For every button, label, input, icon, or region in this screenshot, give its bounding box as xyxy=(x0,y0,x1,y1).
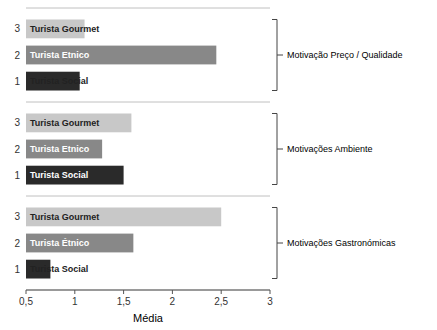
bar xyxy=(26,166,124,185)
bar xyxy=(26,207,221,226)
group-brace xyxy=(272,207,283,278)
x-tick xyxy=(26,290,27,294)
group-brace xyxy=(272,19,283,90)
chart: Turista Gourmet Turista Etnico Turista Soc… xyxy=(0,0,437,330)
x-tick xyxy=(270,290,271,294)
y-tick-label: 3 xyxy=(14,23,20,34)
x-axis-line xyxy=(26,290,270,291)
group-separator xyxy=(26,290,270,291)
x-tick-label: 1 xyxy=(72,296,78,307)
group-label: Motivações Gastronómicas xyxy=(287,238,396,248)
x-tick xyxy=(221,290,222,294)
group-separator xyxy=(26,102,270,103)
bar-label: Turista Social xyxy=(30,264,88,274)
group-label: Motivações Ambiente xyxy=(287,144,373,154)
bar-label: Turista Social xyxy=(30,170,88,180)
group-brace xyxy=(272,113,283,184)
x-tick-label: 2,5 xyxy=(214,296,228,307)
bar-label: Turista Etnico xyxy=(30,50,90,60)
x-tick xyxy=(74,290,75,294)
bar-label: Turista Gourmet xyxy=(30,118,99,128)
x-tick xyxy=(172,290,173,294)
bar xyxy=(26,113,131,132)
bar xyxy=(26,234,133,253)
y-tick-label: 2 xyxy=(14,50,20,61)
bar-label: Turista Social xyxy=(30,76,88,86)
y-tick-label: 1 xyxy=(14,170,20,181)
x-tick-label: 1,5 xyxy=(117,296,131,307)
y-tick-label: 2 xyxy=(14,238,20,249)
x-tick xyxy=(123,290,124,294)
group-separator xyxy=(26,8,270,9)
bar xyxy=(26,46,216,65)
y-tick-label: 1 xyxy=(14,76,20,87)
bar-label: Turista Gourmet xyxy=(30,212,99,222)
x-tick-label: 0,5 xyxy=(19,296,33,307)
x-axis-label: Média xyxy=(133,312,164,324)
y-tick-label: 2 xyxy=(14,144,20,155)
bar-label: Turista Gourmet xyxy=(30,24,99,34)
y-tick-label: 3 xyxy=(14,117,20,128)
bars xyxy=(26,19,221,278)
bar-labels: Turista Gourmet Turista Etnico Turista Soc… xyxy=(30,24,99,274)
bar-label: Turista Etnico xyxy=(30,144,90,154)
y-tick-label: 1 xyxy=(14,264,20,275)
bar-label: Turista Étnico xyxy=(30,238,90,248)
y-tick-label: 3 xyxy=(14,211,20,222)
x-tick-label: 2 xyxy=(170,296,176,307)
x-tick-label: 3 xyxy=(267,296,273,307)
bar xyxy=(26,140,102,159)
group-label: Motivação Preço / Qualidade xyxy=(287,50,403,60)
group-separator xyxy=(26,196,270,197)
